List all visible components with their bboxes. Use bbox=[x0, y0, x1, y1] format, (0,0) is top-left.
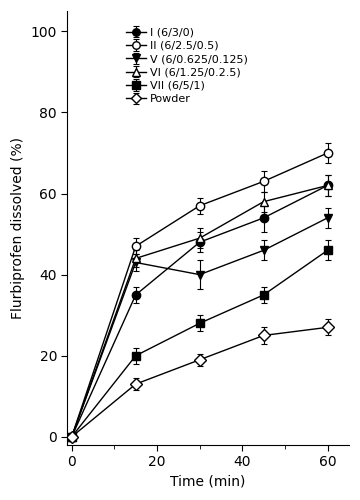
Legend: I (6/3/0), II (6/2.5/0.5), V (6/0.625/0.125), VI (6/1.25/0.2.5), VII (6/5/1), Po: I (6/3/0), II (6/2.5/0.5), V (6/0.625/0.… bbox=[124, 26, 251, 106]
Y-axis label: Flurbiprofen dissolved (%): Flurbiprofen dissolved (%) bbox=[11, 137, 25, 319]
X-axis label: Time (min): Time (min) bbox=[171, 475, 246, 489]
